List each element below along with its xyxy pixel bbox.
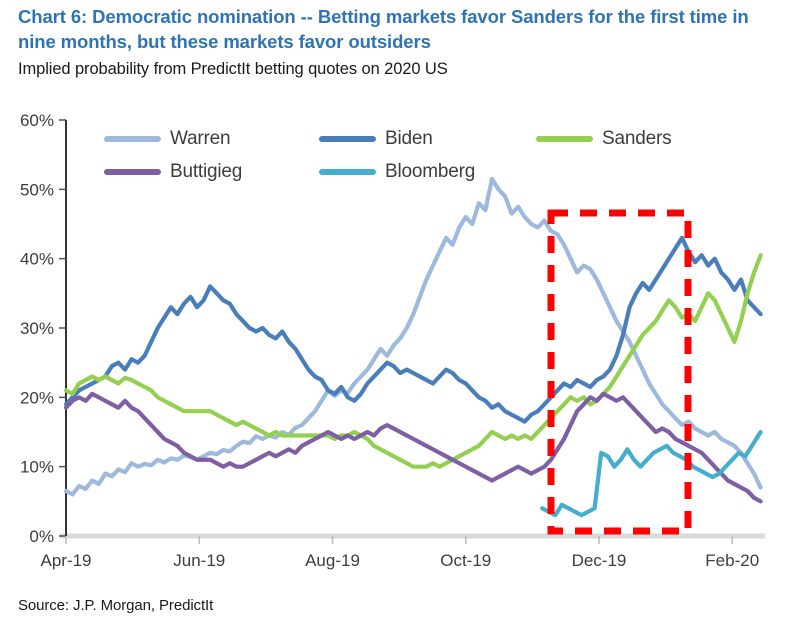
y-tick-label-20: 20%	[20, 388, 54, 407]
y-tick-label-30: 30%	[20, 319, 54, 338]
series-line-buttigieg	[63, 391, 763, 504]
legend-item-bloomberg[interactable]: Bloomberg	[319, 161, 475, 183]
x-tick-label-4: Dec-19	[572, 551, 627, 570]
legend-item-sanders[interactable]: Sanders	[536, 127, 672, 150]
series-line-sanders	[63, 253, 763, 469]
legend-swatch-bloomberg	[319, 168, 376, 175]
chart-legend: Warren Biden Sanders Buttigieg Bloomberg	[104, 122, 724, 188]
legend-swatch-warren	[104, 135, 161, 142]
legend-item-biden[interactable]: Biden	[319, 128, 536, 150]
x-tick-label-1: Jun-19	[173, 551, 225, 570]
source-note: Source: J.P. Morgan, PredictIt	[18, 597, 214, 614]
series-line-warren	[63, 176, 763, 497]
legend-item-warren[interactable]: Warren	[104, 128, 319, 150]
legend-swatch-sanders	[536, 135, 593, 142]
legend-swatch-buttigieg	[104, 168, 161, 175]
x-tick-label-5: Feb-20	[705, 551, 759, 570]
legend-label-biden: Biden	[385, 127, 433, 149]
page-title: Chart 6: Democratic nomination -- Bettin…	[18, 6, 749, 52]
series-line-biden	[63, 235, 763, 424]
y-tick-label-50: 50%	[20, 180, 54, 199]
y-tick-label-0: 0%	[29, 527, 54, 546]
chart-subtitle: Implied probability from PredictIt betti…	[18, 60, 448, 78]
series-line-bloomberg	[540, 429, 763, 518]
legend-row-1: Warren Biden Sanders	[104, 122, 724, 155]
legend-label-buttigieg: Buttigieg	[170, 160, 243, 182]
legend-label-bloomberg: Bloomberg	[385, 160, 476, 182]
red-dashed-highlight-box	[547, 209, 692, 535]
x-tick-label-3: Oct-19	[440, 551, 491, 570]
legend-row-2: Buttigieg Bloomberg	[104, 155, 724, 188]
x-tick-label-0: Apr-19	[40, 551, 91, 570]
legend-label-sanders: Sanders	[602, 127, 672, 149]
legend-item-buttigieg[interactable]: Buttigieg	[104, 161, 319, 183]
title-block: Chart 6: Democratic nomination -- Bettin…	[18, 4, 788, 81]
x-tick-label-2: Aug-19	[305, 551, 360, 570]
y-tick-label-60: 60%	[20, 111, 54, 130]
legend-label-warren: Warren	[170, 127, 231, 149]
y-tick-label-10: 10%	[20, 458, 54, 477]
legend-swatch-biden	[319, 135, 376, 142]
y-tick-label-40: 40%	[20, 250, 54, 269]
